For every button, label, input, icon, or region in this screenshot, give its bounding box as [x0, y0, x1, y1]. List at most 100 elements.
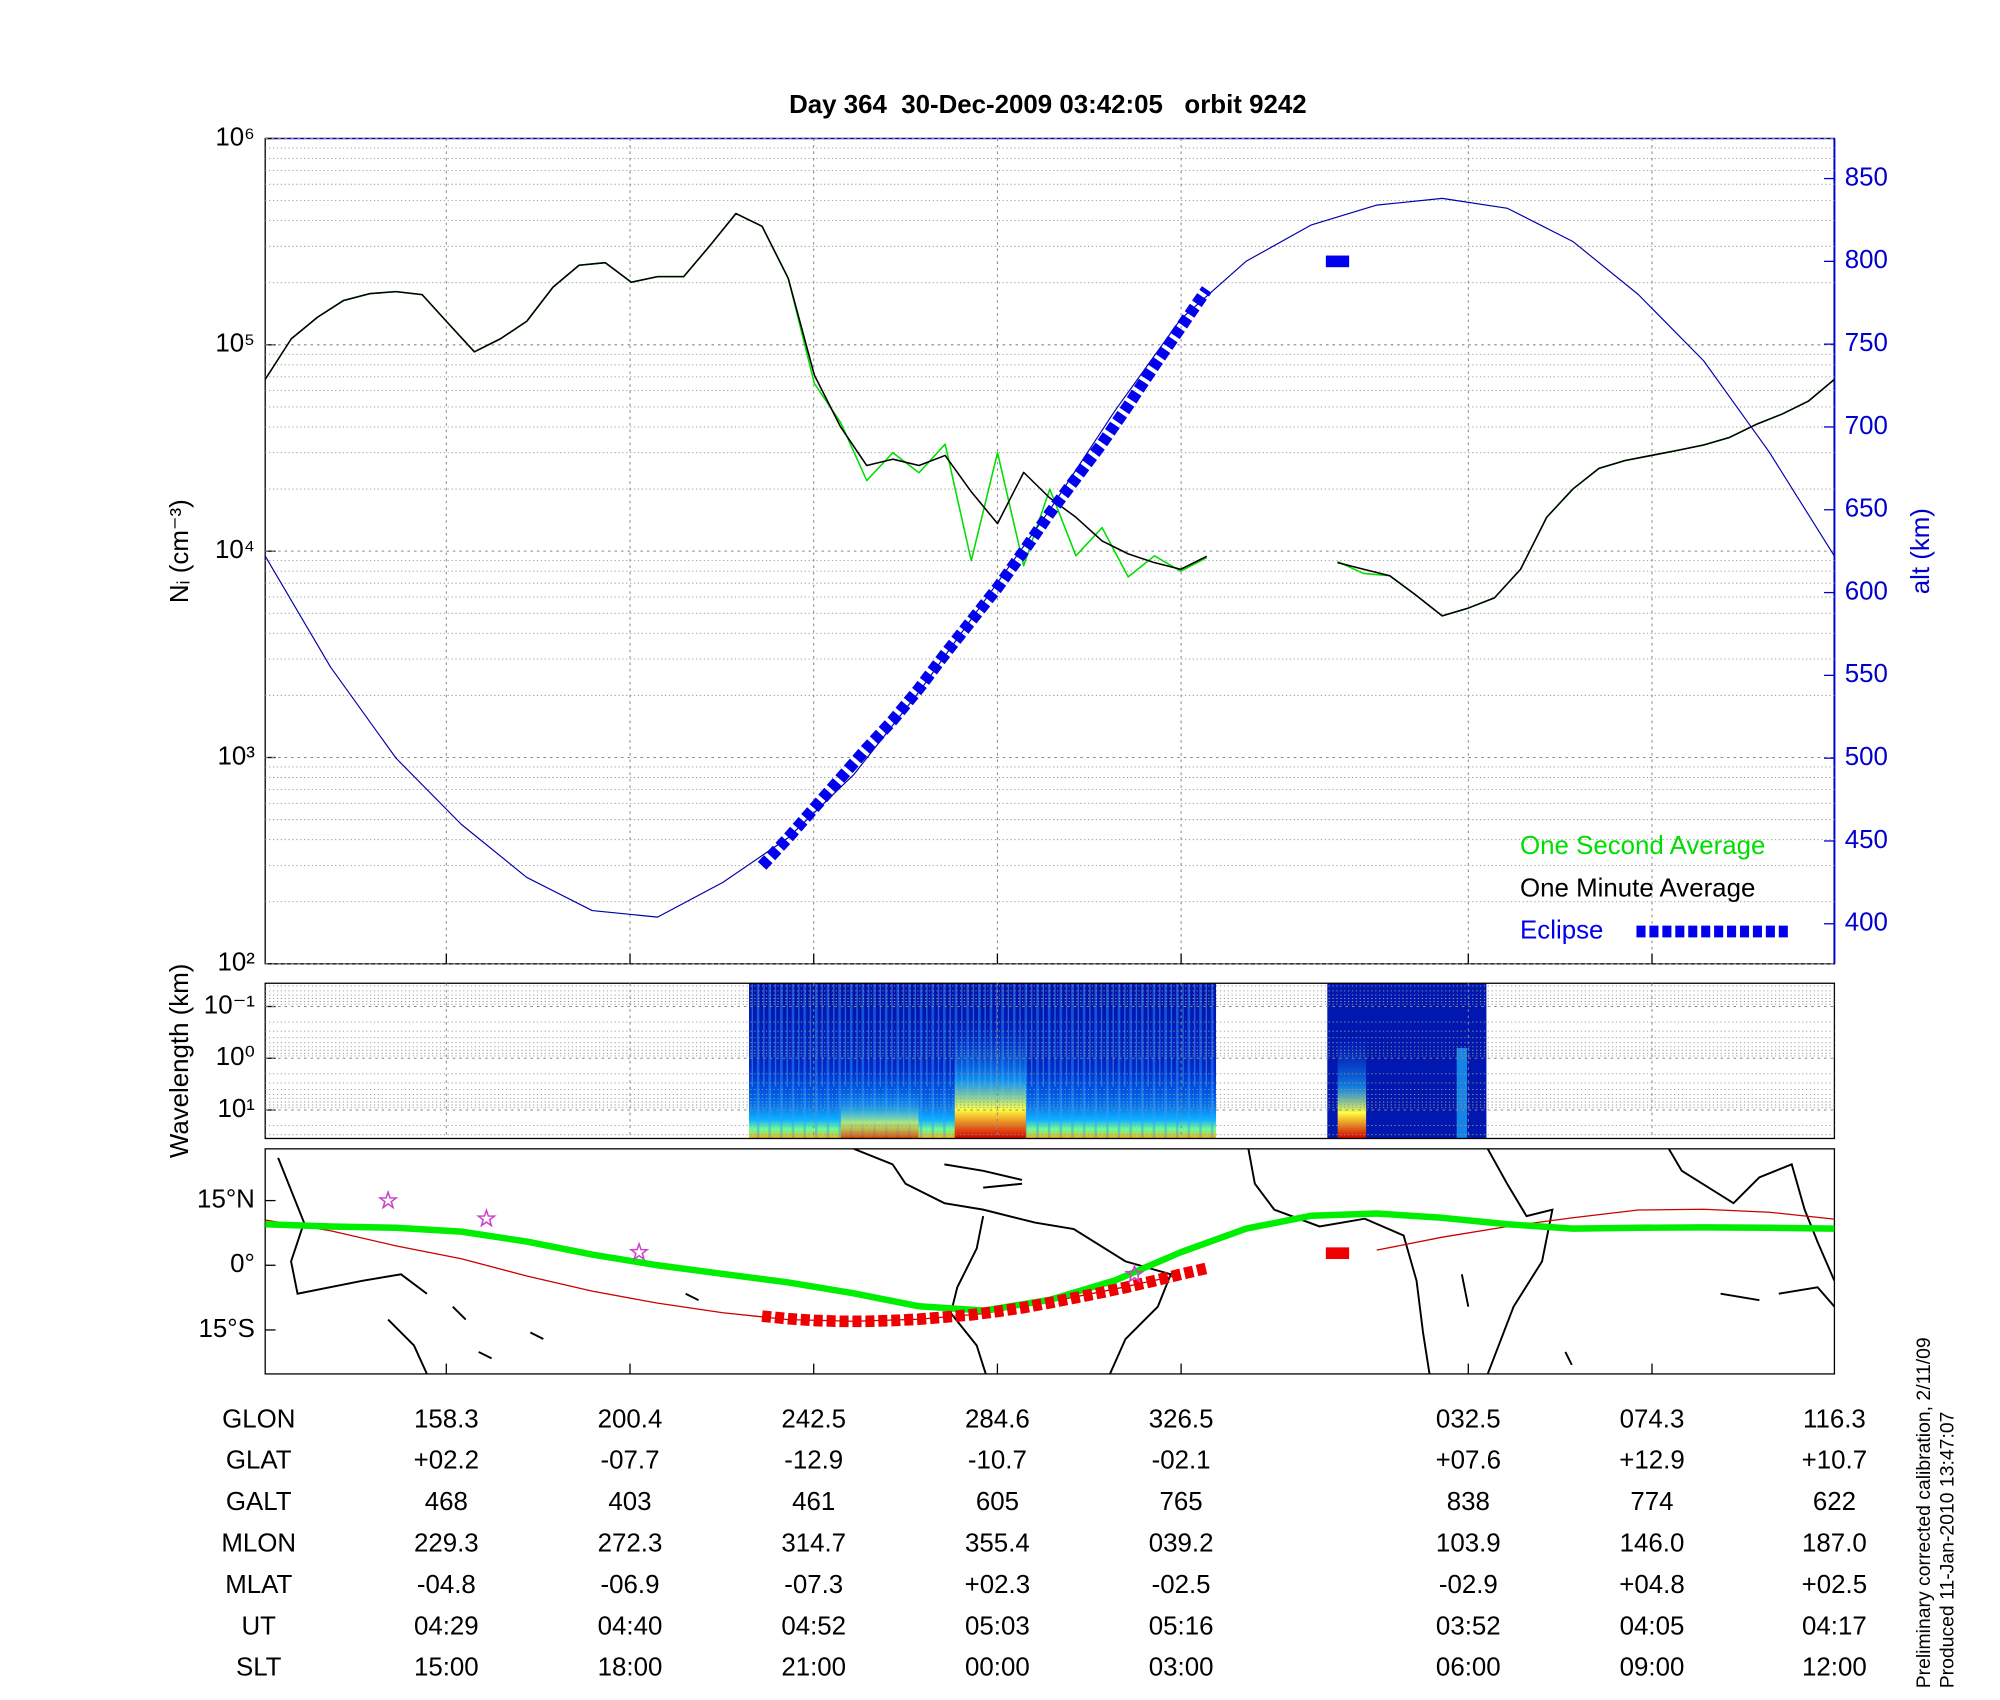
cell: 21:00 [781, 1654, 846, 1682]
cell: -04.8 [417, 1571, 476, 1599]
cell: 04:17 [1802, 1612, 1867, 1640]
series-line [264, 197, 1835, 918]
legend-label: One Second Average [1520, 832, 1765, 860]
cell: 158.3 [414, 1405, 479, 1433]
y2-axis-label: alt (km) [1907, 508, 1935, 594]
series-mark [1325, 1247, 1350, 1260]
cell: 774 [1630, 1488, 1673, 1516]
cell: -02.1 [1152, 1447, 1211, 1475]
y2-tick-label: 400 [1845, 909, 1888, 937]
cell: -06.9 [601, 1571, 660, 1599]
y2-tick-label: 700 [1845, 412, 1888, 440]
note: Preliminary corrected calibration, 2/11/… [1913, 1337, 1935, 1688]
cell: 18:00 [598, 1654, 663, 1682]
cell: 04:29 [414, 1612, 479, 1640]
cell: 229.3 [414, 1530, 479, 1558]
row-label: GLAT [226, 1447, 292, 1475]
cell: 326.5 [1149, 1405, 1214, 1433]
cell: 622 [1813, 1488, 1856, 1516]
cell: 15:00 [414, 1654, 479, 1682]
y-tick-label: 10⁴ [215, 536, 255, 564]
series-line [761, 1262, 1209, 1328]
cell: 074.3 [1620, 1405, 1685, 1433]
cell: 00:00 [965, 1654, 1030, 1682]
y-tick-label: 10⁻¹ [204, 991, 255, 1019]
row-label: MLON [221, 1530, 296, 1558]
y-tick-label: 10⁵ [215, 330, 254, 358]
cell: 05:16 [1149, 1612, 1214, 1640]
cell: 605 [976, 1488, 1019, 1516]
cell: 04:52 [781, 1612, 846, 1640]
y-tick-label: 10² [217, 949, 255, 977]
coastlines [277, 1148, 1835, 1374]
cell: -12.9 [784, 1447, 843, 1475]
chart-title: Day 364 30-Dec-2009 03:42:05 orbit 9242 [789, 91, 1307, 119]
y2-tick-label: 500 [1845, 743, 1888, 771]
spectrogram-frame [264, 982, 1836, 1140]
note: Produced 11-Jan-2010 13:47:07 [1936, 1412, 1958, 1689]
star-marker [377, 1189, 399, 1210]
cell: +02.2 [414, 1447, 479, 1475]
series-line [1376, 1208, 1835, 1251]
cell: 03:52 [1436, 1612, 1501, 1640]
cell: 314.7 [781, 1530, 846, 1558]
series-line [264, 212, 1208, 571]
cell: -02.5 [1152, 1571, 1211, 1599]
cell: +02.5 [1802, 1571, 1867, 1599]
cell: -02.9 [1439, 1571, 1498, 1599]
series-line [757, 286, 1212, 870]
cell: +04.8 [1619, 1571, 1684, 1599]
cell: 355.4 [965, 1530, 1030, 1558]
series-line [1337, 378, 1835, 617]
row-label: SLT [236, 1654, 282, 1682]
cell: -07.3 [784, 1571, 843, 1599]
cell: 461 [792, 1488, 835, 1516]
cell: 05:03 [965, 1612, 1030, 1640]
row-label: GALT [226, 1488, 292, 1516]
cell: 272.3 [598, 1530, 663, 1558]
row-label: GLON [222, 1405, 295, 1433]
y-tick-label: 10⁶ [215, 123, 254, 151]
cell: 468 [425, 1488, 468, 1516]
series-mark [1325, 255, 1350, 268]
y-tick-label: 15°N [197, 1185, 255, 1213]
legend-label: One Minute Average [1520, 874, 1755, 902]
cell: 116.3 [1803, 1405, 1866, 1433]
y-tick-label: 0° [230, 1250, 255, 1278]
cell: 403 [608, 1488, 651, 1516]
star-marker [476, 1207, 497, 1228]
spectrogram-y-label: Wavelength (km) [166, 964, 194, 1158]
map-tracks [265, 1189, 1835, 1328]
cell: +07.6 [1436, 1447, 1501, 1475]
cell: 146.0 [1620, 1530, 1685, 1558]
cell: 284.6 [965, 1405, 1030, 1433]
y2-tick-label: 800 [1845, 246, 1888, 274]
series-line [1337, 378, 1835, 617]
y-tick-label: 10⁰ [216, 1043, 255, 1071]
star-marker [628, 1241, 650, 1262]
star-marker [1124, 1263, 1145, 1284]
cell: -07.7 [601, 1447, 660, 1475]
cell: 200.4 [598, 1405, 663, 1433]
row-label: MLAT [225, 1571, 292, 1599]
y2-tick-label: 450 [1845, 826, 1888, 854]
cell: -10.7 [968, 1447, 1027, 1475]
y2-tick-label: 750 [1845, 329, 1888, 357]
cell: 06:00 [1436, 1654, 1501, 1682]
cell: +12.9 [1619, 1447, 1684, 1475]
cell: +10.7 [1802, 1447, 1867, 1475]
cell: 09:00 [1620, 1654, 1685, 1682]
cell: 242.5 [781, 1405, 846, 1433]
cell: +02.3 [965, 1571, 1030, 1599]
legend-label: Eclipse [1520, 916, 1603, 944]
y-axis-label: Nᵢ (cm⁻³) [166, 499, 194, 603]
cell: 032.5 [1436, 1405, 1501, 1433]
series-line [265, 1210, 1835, 1314]
y-tick-label: 10³ [217, 742, 255, 770]
map-frame [264, 1148, 1836, 1375]
y-tick-label: 10¹ [217, 1095, 255, 1123]
row-label: UT [241, 1612, 276, 1640]
cell: 04:40 [598, 1612, 663, 1640]
